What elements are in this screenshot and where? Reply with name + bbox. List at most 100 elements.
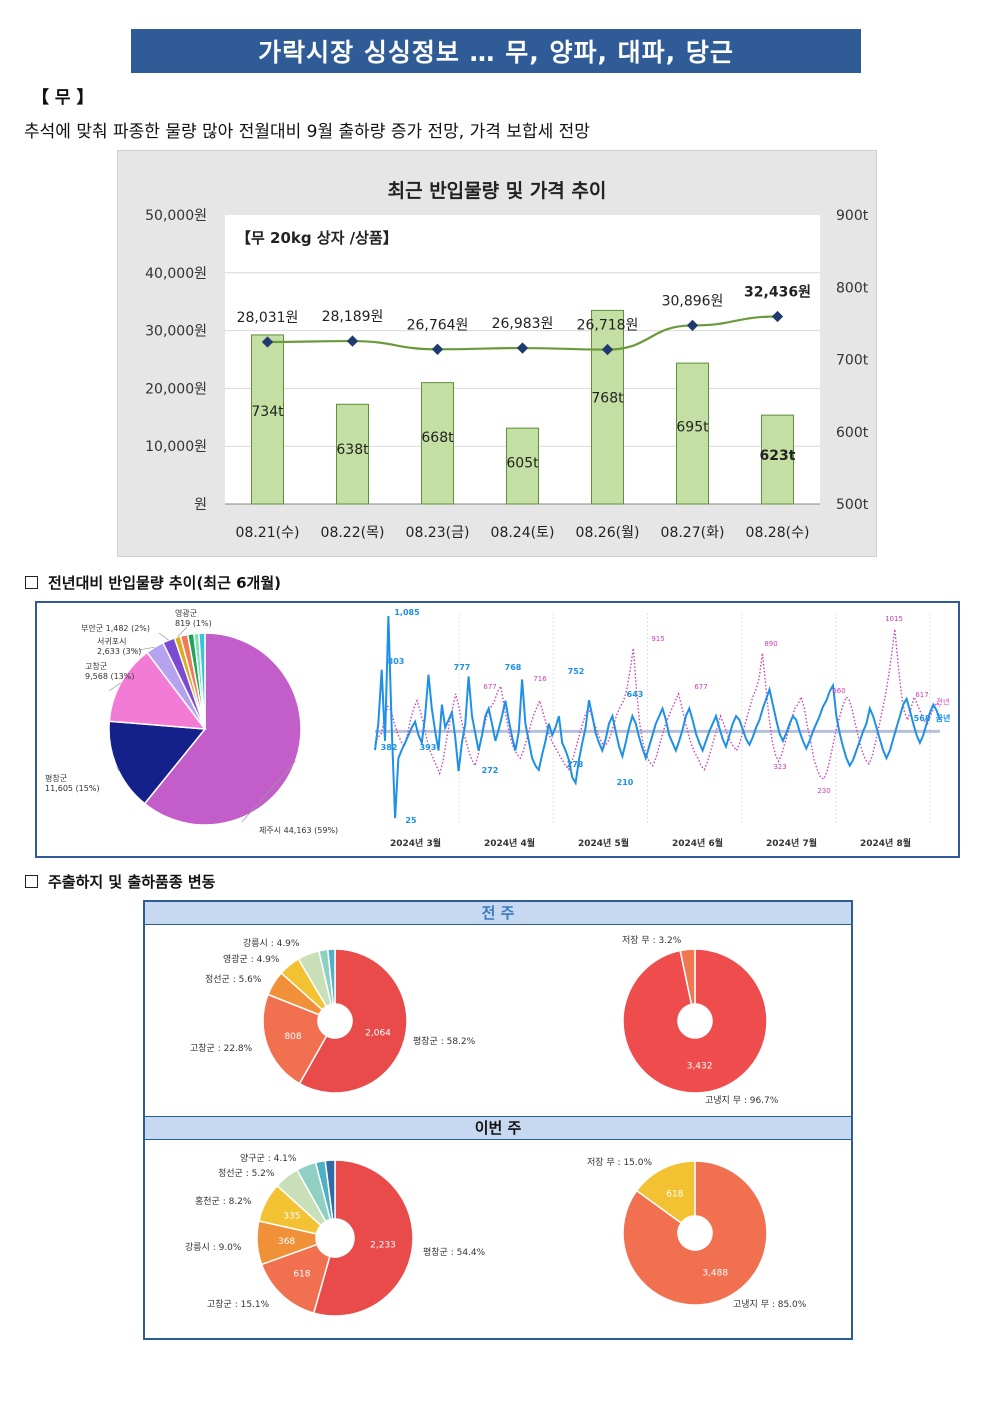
donut-2-slice xyxy=(622,948,768,1094)
donut-4-slice xyxy=(622,1160,768,1306)
volume-label: 638t xyxy=(336,442,369,458)
data-label: 890 xyxy=(764,640,777,648)
donut-4-slice xyxy=(635,1160,696,1225)
price-marker xyxy=(771,310,784,323)
volume-bar xyxy=(591,309,624,505)
donut-label: 정선군 : 5.2% xyxy=(218,1168,275,1179)
x-axis-tick: 08.24(토) xyxy=(491,525,555,541)
donut-1-slice xyxy=(326,948,336,1005)
volume-bar xyxy=(251,334,284,505)
series-line xyxy=(374,629,941,781)
origin-pie-label: 서귀포시 2,633 (3%) xyxy=(97,636,141,656)
section3-header: 주출하지 및 출하품종 변동 xyxy=(25,871,215,892)
data-label: 278 xyxy=(567,760,584,769)
price-label: 26,718원 xyxy=(577,318,639,334)
donut-label: 강릉시 : 9.0% xyxy=(185,1242,242,1253)
x-axis-tick: 2024년 4월 xyxy=(484,837,535,849)
data-label: 915 xyxy=(651,635,664,643)
chart-subtitle: 【무 20kg 상자 /상품】 xyxy=(236,229,398,247)
donut-2-slice-value: 3,432 xyxy=(687,1061,713,1071)
donut-3-slice xyxy=(312,1159,414,1317)
checkbox-square-icon xyxy=(25,875,38,888)
donut-label: 저장 무 : 3.2% xyxy=(622,935,682,946)
origin-pie-label: 영광군 819 (1%) xyxy=(175,608,212,628)
donut-label: 양구군 : 4.1% xyxy=(240,1153,297,1164)
volume-bar xyxy=(421,382,454,505)
data-label: 230 xyxy=(817,787,830,795)
donut-1-slice xyxy=(298,948,408,1094)
price-label: 30,896원 xyxy=(662,293,724,309)
volume-label: 605t xyxy=(506,455,539,471)
donut-label: 저장 무 : 15.0% xyxy=(587,1157,652,1168)
volume-label: 734t xyxy=(251,404,284,420)
donut-label: 고창군 : 22.8% xyxy=(190,1043,253,1054)
price-volume-chart-svg: 최근 반입물량 및 가격 추이 【무 20kg 상자 /상품】 50,000원 40,… xyxy=(145,180,869,541)
data-label: 전년 xyxy=(937,697,950,706)
origin-pie-slice xyxy=(197,632,206,730)
data-label: 777 xyxy=(454,663,471,672)
price-marker xyxy=(261,336,274,348)
left-axis-tick: 30,000원 xyxy=(145,324,207,340)
page-title: 가락시장 싱싱정보 … 무, 양파, 대파, 당근 xyxy=(131,29,861,73)
price-marker xyxy=(346,335,359,347)
section2-header: 전년대비 반입물량 추이(최근 6개월) xyxy=(25,572,281,593)
right-axis-tick: 500t xyxy=(836,497,869,513)
origin-pie-label: 평창군 11,605 (15%) xyxy=(45,773,100,793)
left-axis-tick: 10,000원 xyxy=(145,439,207,455)
x-axis-tick: 2024년 7월 xyxy=(766,837,817,849)
origin-pie-leader xyxy=(132,646,155,652)
volume-label: 695t xyxy=(676,420,709,436)
donut-label: 평창군 : 54.4% xyxy=(423,1247,486,1258)
volume-bar xyxy=(506,427,539,505)
price-label: 28,031원 xyxy=(237,310,299,326)
price-label: 28,189원 xyxy=(322,309,384,325)
donut-label: 강릉시 : 4.9% xyxy=(243,938,300,949)
donut-1-slice xyxy=(262,993,328,1085)
price-label: 26,983원 xyxy=(492,316,554,332)
series-line xyxy=(374,615,941,819)
checkbox-square-icon xyxy=(25,576,38,589)
data-label: 768 xyxy=(505,663,522,672)
right-axis-tick: 700t xyxy=(836,353,869,369)
data-label: 617 xyxy=(915,691,928,699)
x-axis-tick: 2024년 6월 xyxy=(672,837,723,849)
x-axis-tick: 08.27(화) xyxy=(661,525,725,541)
volume-bar xyxy=(676,362,709,505)
donut-label: 정선군 : 5.6% xyxy=(205,974,262,985)
data-label: 323 xyxy=(773,763,786,771)
x-axis-tick: 08.22(목) xyxy=(321,525,385,541)
section2-title: 전년대비 반입물량 추이(최근 6개월) xyxy=(48,574,282,592)
donut-3-slice xyxy=(324,1159,336,1220)
x-axis-tick: 08.23(금) xyxy=(406,525,470,541)
donut-3-slice-value: 2,233 xyxy=(370,1241,396,1251)
volume-bar xyxy=(336,403,369,505)
origin-variety-panel: 전 주 이번 주 2,064 808 평창군 : 58.2% 고창군 : 22.8% 정… xyxy=(143,900,853,1340)
data-label: 210 xyxy=(617,778,634,787)
donut-label: 영광군 : 4.9% xyxy=(223,953,280,965)
right-axis-tick: 900t xyxy=(836,208,869,224)
data-label: 568 xyxy=(914,714,931,723)
donut-3-slice xyxy=(260,1243,331,1314)
donut-label: 고냉지 무 : 85.0% xyxy=(733,1299,807,1310)
origin-pie-label: 고창군 9,568 (13%) xyxy=(85,662,134,681)
donut-3-slice-value: 618 xyxy=(293,1269,310,1279)
data-label: 272 xyxy=(482,766,499,775)
yoy-volume-panel: 제주시 44,163 (59%) 평창군 11,605 (15%) 고창군 9,568 … xyxy=(35,601,960,858)
donut-label: 홍천군 : 8.2% xyxy=(195,1195,252,1207)
data-label: 716 xyxy=(533,675,547,683)
donut-1-slice-value: 2,064 xyxy=(365,1028,391,1038)
section3-title: 주출하지 및 출하품종 변동 xyxy=(48,873,216,891)
data-label: 643 xyxy=(627,690,644,699)
left-axis-tick: 50,000원 xyxy=(145,208,207,224)
origin-pie-label: 제주시 44,163 (59%) xyxy=(259,826,338,835)
data-label: 677 xyxy=(694,683,707,691)
price-label: 32,436원 xyxy=(744,285,811,301)
data-label: 금년 xyxy=(936,713,951,723)
right-axis-tick: 800t xyxy=(836,280,869,296)
prev-week-band: 전 주 xyxy=(145,902,851,925)
price-volume-chart: 최근 반입물량 및 가격 추이 【무 20kg 상자 /상품】 50,000원 40,… xyxy=(117,150,877,557)
section-tag: 【 무 】 xyxy=(32,88,94,108)
data-label: 677 xyxy=(483,683,496,691)
x-axis-tick: 2024년 8월 xyxy=(860,837,911,849)
donut-charts: 2,064 808 평창군 : 58.2% 고창군 : 22.8% 정선군 : 5.6%… xyxy=(185,935,807,1317)
